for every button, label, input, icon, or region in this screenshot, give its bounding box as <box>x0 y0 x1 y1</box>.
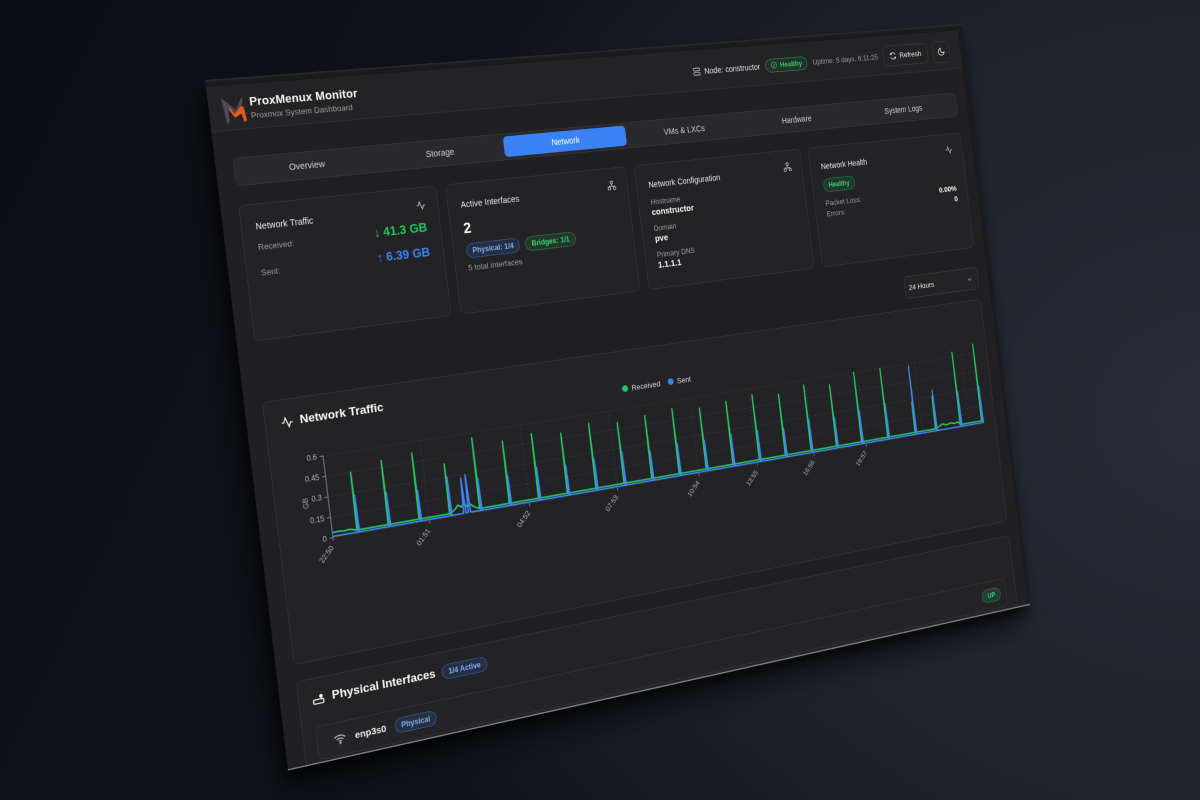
svg-text:01:51: 01:51 <box>415 527 432 547</box>
svg-text:16:56: 16:56 <box>802 458 817 477</box>
svg-text:13:55: 13:55 <box>745 468 760 487</box>
svg-text:GB: GB <box>301 497 311 509</box>
svg-text:07:53: 07:53 <box>604 493 620 513</box>
svg-text:0.6: 0.6 <box>306 453 318 463</box>
svg-text:04:52: 04:52 <box>515 509 532 529</box>
svg-text:22:50: 22:50 <box>318 543 336 564</box>
svg-text:0: 0 <box>322 535 328 545</box>
svg-text:19:57: 19:57 <box>854 449 868 467</box>
svg-text:Received: Received <box>631 379 661 392</box>
svg-text:10:54: 10:54 <box>686 479 702 499</box>
svg-text:Sent: Sent <box>676 374 691 385</box>
svg-text:0.45: 0.45 <box>305 473 321 484</box>
svg-text:0.3: 0.3 <box>311 494 323 504</box>
svg-text:0.15: 0.15 <box>309 514 325 525</box>
